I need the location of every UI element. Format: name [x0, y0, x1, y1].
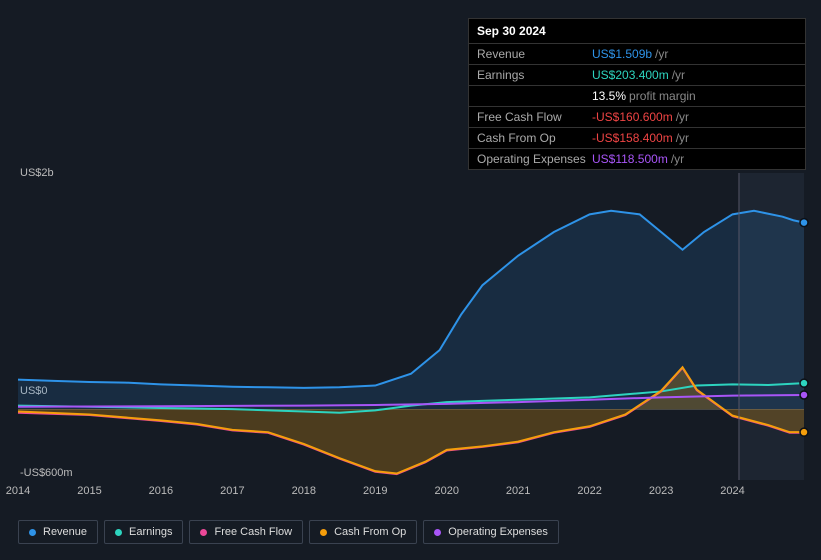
tooltip-label: Free Cash Flow [477, 110, 592, 124]
legend-label: Free Cash Flow [214, 526, 292, 538]
tooltip-row: Cash From Op -US$158.400m /yr [469, 128, 805, 149]
endpoint-marker [800, 219, 808, 227]
x-axis-label: 2024 [720, 485, 744, 497]
x-axis-label: 2020 [434, 485, 458, 497]
tooltip-date: Sep 30 2024 [469, 19, 805, 44]
tooltip-value: US$1.509b [592, 47, 652, 61]
tooltip-label: Earnings [477, 68, 592, 82]
tooltip-row: Revenue US$1.509b /yr [469, 44, 805, 65]
legend-label: Revenue [43, 526, 87, 538]
legend-dot-icon [200, 529, 207, 536]
legend-label: Earnings [129, 526, 172, 538]
tooltip-label: Cash From Op [477, 131, 592, 145]
tooltip-row: Earnings US$203.400m /yr [469, 65, 805, 86]
tooltip-label [477, 89, 592, 103]
tooltip-value: 13.5% [592, 89, 626, 103]
tooltip-unit: /yr [655, 47, 668, 61]
legend-item-cash-from-op[interactable]: Cash From Op [309, 520, 417, 544]
legend-dot-icon [115, 529, 122, 536]
endpoint-marker [800, 391, 808, 399]
x-axis-label: 2022 [577, 485, 601, 497]
tooltip-row: 13.5% profit margin [469, 86, 805, 107]
tooltip-value: US$118.500m [592, 152, 668, 166]
tooltip-unit: /yr [672, 68, 685, 82]
x-axis-label: 2017 [220, 485, 244, 497]
tooltip-value: -US$158.400m [592, 131, 673, 145]
tooltip-label: Operating Expenses [477, 152, 592, 166]
endpoint-marker [800, 379, 808, 387]
x-axis-label: 2023 [649, 485, 673, 497]
endpoint-marker [800, 428, 808, 436]
legend-item-free-cash-flow[interactable]: Free Cash Flow [189, 520, 303, 544]
x-axis-label: 2014 [6, 485, 30, 497]
x-axis-label: 2019 [363, 485, 387, 497]
tooltip-label: Revenue [477, 47, 592, 61]
tooltip-value: -US$160.600m [592, 110, 673, 124]
tooltip-row: Free Cash Flow -US$160.600m /yr [469, 107, 805, 128]
legend-dot-icon [434, 529, 441, 536]
tooltip-unit: /yr [676, 131, 689, 145]
legend-dot-icon [320, 529, 327, 536]
legend-item-revenue[interactable]: Revenue [18, 520, 98, 544]
x-axis-label: 2021 [506, 485, 530, 497]
tooltip-unit: /yr [676, 110, 689, 124]
legend: Revenue Earnings Free Cash Flow Cash From O… [18, 520, 559, 544]
legend-dot-icon [29, 529, 36, 536]
legend-item-earnings[interactable]: Earnings [104, 520, 183, 544]
tooltip-unit: profit margin [629, 89, 696, 103]
chart-plot [18, 160, 804, 485]
tooltip-unit: /yr [671, 152, 684, 166]
legend-label: Cash From Op [334, 526, 406, 538]
chart-tooltip: Sep 30 2024 Revenue US$1.509b /yr Earnin… [468, 18, 806, 170]
x-axis-label: 2016 [149, 485, 173, 497]
tooltip-value: US$203.400m [592, 68, 669, 82]
x-axis-label: 2015 [77, 485, 101, 497]
financials-chart: US$2bUS$0-US$600m 2014201520162017201820… [18, 160, 804, 500]
x-axis-label: 2018 [292, 485, 316, 497]
legend-label: Operating Expenses [448, 526, 548, 538]
legend-item-operating-expenses[interactable]: Operating Expenses [423, 520, 559, 544]
tooltip-row: Operating Expenses US$118.500m /yr [469, 149, 805, 169]
